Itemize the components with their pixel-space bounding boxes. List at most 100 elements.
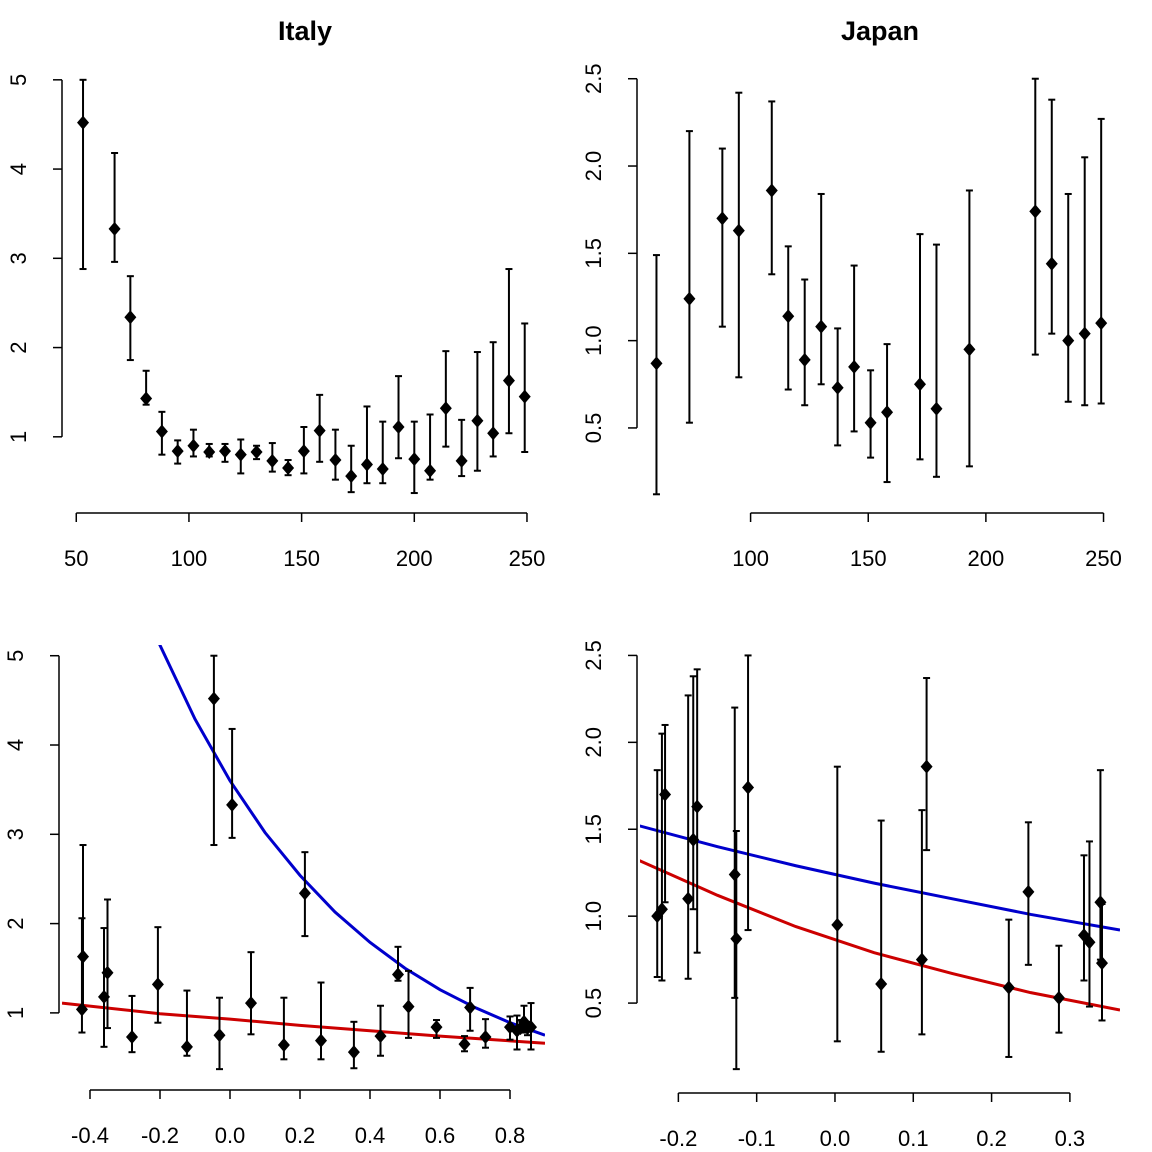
panel: -0.4 -0.2 0.0 0.2 0.4 0.6 0.8 1 2 3 4 5 xyxy=(3,645,545,1148)
panel: Italy 50 100 150 200 250 1 2 3 4 5 xyxy=(6,16,546,571)
point xyxy=(502,373,515,388)
point xyxy=(798,352,811,367)
point xyxy=(782,309,795,324)
point xyxy=(101,965,114,980)
point xyxy=(458,1037,471,1052)
point xyxy=(831,917,844,932)
x-tick-label: 0.2 xyxy=(976,1126,1007,1151)
point xyxy=(226,797,239,812)
point xyxy=(408,452,421,467)
point xyxy=(730,931,743,946)
point xyxy=(108,221,121,236)
y-tick-label: 1.5 xyxy=(581,238,606,269)
y-tick-label: 1 xyxy=(6,431,31,443)
point xyxy=(864,415,877,430)
point xyxy=(347,1045,360,1060)
y-tick-label: 4 xyxy=(6,163,31,175)
y-tick-label: 4 xyxy=(3,739,28,751)
y-tick-label: 3 xyxy=(6,252,31,264)
point xyxy=(439,401,452,416)
point xyxy=(277,1038,290,1053)
point xyxy=(315,1033,327,1048)
panel-title: Italy xyxy=(278,16,332,46)
x-tick-label: 150 xyxy=(850,546,887,571)
point xyxy=(203,444,216,459)
point xyxy=(455,453,468,468)
x-tick-label: 0.0 xyxy=(820,1126,851,1151)
point xyxy=(848,359,861,374)
y-tick-label: 2.5 xyxy=(581,63,606,94)
x-tick-label: 100 xyxy=(732,546,769,571)
point xyxy=(1029,204,1042,219)
y-tick-label: 2.0 xyxy=(581,151,606,182)
y-tick-label: 2 xyxy=(3,917,28,929)
point xyxy=(1078,326,1091,341)
point xyxy=(245,996,257,1011)
point xyxy=(511,1023,523,1038)
point xyxy=(329,453,342,468)
point xyxy=(140,391,153,406)
x-tick-label: 0.4 xyxy=(355,1123,386,1148)
x-tick-label: -0.2 xyxy=(141,1123,179,1148)
point xyxy=(518,389,531,404)
y-tick-label: 1 xyxy=(3,1007,28,1019)
point xyxy=(345,469,358,484)
point xyxy=(479,1029,492,1044)
point xyxy=(297,444,310,459)
point xyxy=(1062,333,1075,348)
fit-line xyxy=(640,859,1120,1012)
point xyxy=(1095,956,1108,971)
point xyxy=(155,424,168,439)
y-tick-label: 0.5 xyxy=(581,413,606,444)
point xyxy=(930,401,943,416)
panel-title: Japan xyxy=(841,16,919,46)
point xyxy=(124,310,137,325)
point xyxy=(464,1000,477,1015)
y-tick-label: 1.0 xyxy=(581,901,606,932)
fit-line xyxy=(62,1001,545,1045)
point xyxy=(402,999,415,1014)
x-tick-label: 50 xyxy=(64,546,88,571)
y-tick-label: 1.0 xyxy=(581,325,606,356)
panel: Japan 100 150 200 250 0.5 1.0 1.5 2.0 2.5 xyxy=(581,16,1122,571)
x-tick-label: 250 xyxy=(509,546,546,571)
x-tick-label: -0.2 xyxy=(659,1126,697,1151)
point xyxy=(187,438,200,453)
point xyxy=(424,463,437,478)
point xyxy=(430,1020,443,1035)
point xyxy=(180,1039,193,1054)
point xyxy=(1083,935,1096,950)
point xyxy=(282,461,295,476)
point xyxy=(77,949,89,964)
y-tick-label: 2 xyxy=(6,341,31,353)
point xyxy=(151,977,164,992)
y-tick-label: 3 xyxy=(3,828,28,840)
point xyxy=(213,1028,226,1043)
point xyxy=(392,419,405,434)
point xyxy=(171,444,184,459)
x-tick-label: 200 xyxy=(396,546,433,571)
point xyxy=(1094,895,1107,910)
point xyxy=(650,356,663,371)
x-tick-label: 100 xyxy=(171,546,208,571)
point xyxy=(360,457,373,472)
point xyxy=(1095,316,1108,331)
x-tick-label: 0.1 xyxy=(898,1126,929,1151)
point xyxy=(525,1020,537,1035)
point xyxy=(250,444,263,459)
y-tick-label: 5 xyxy=(3,650,28,662)
point xyxy=(313,423,326,438)
point xyxy=(659,787,672,802)
point xyxy=(831,380,844,395)
point xyxy=(392,967,404,982)
point xyxy=(728,867,741,882)
point xyxy=(963,342,976,357)
point xyxy=(815,319,828,334)
point xyxy=(732,223,745,238)
y-tick-label: 2.0 xyxy=(581,727,606,758)
x-tick-label: 200 xyxy=(968,546,1005,571)
fit-line xyxy=(640,824,1120,932)
x-tick-label: -0.1 xyxy=(738,1126,776,1151)
y-tick-label: 1.5 xyxy=(581,814,606,845)
